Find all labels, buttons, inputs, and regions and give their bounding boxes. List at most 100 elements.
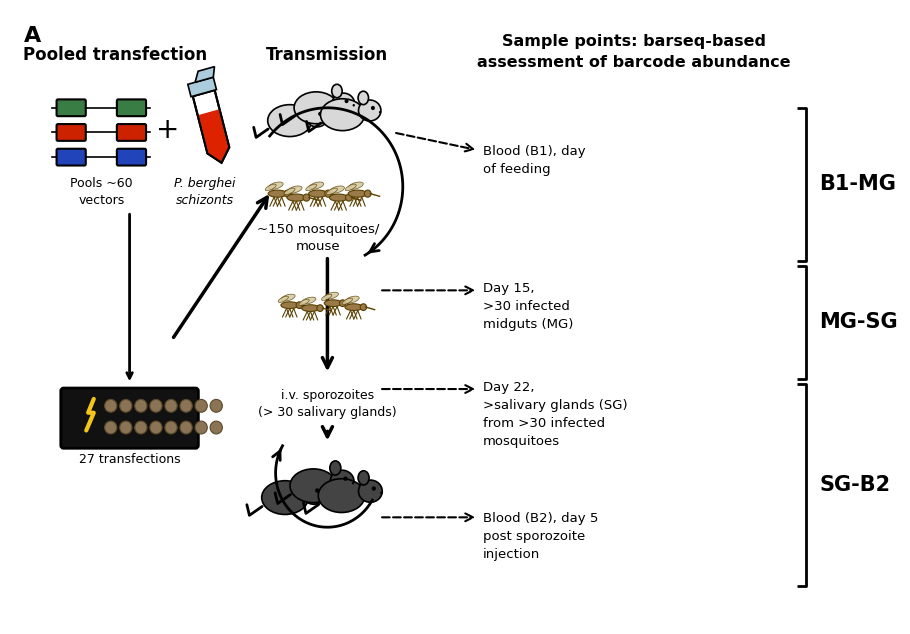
Circle shape bbox=[364, 190, 371, 197]
Circle shape bbox=[324, 494, 326, 496]
Circle shape bbox=[318, 112, 322, 116]
FancyBboxPatch shape bbox=[116, 124, 147, 141]
Circle shape bbox=[371, 106, 375, 110]
Ellipse shape bbox=[332, 84, 342, 98]
Text: i.v. sporozoites
(> 30 salivary glands): i.v. sporozoites (> 30 salivary glands) bbox=[258, 389, 397, 419]
Circle shape bbox=[343, 476, 348, 481]
Text: P. berghei
schizonts: P. berghei schizonts bbox=[174, 177, 236, 207]
Ellipse shape bbox=[306, 184, 317, 191]
FancyBboxPatch shape bbox=[116, 149, 147, 165]
Circle shape bbox=[303, 194, 310, 201]
Polygon shape bbox=[198, 110, 228, 162]
Text: Transmission: Transmission bbox=[267, 46, 389, 63]
FancyBboxPatch shape bbox=[116, 100, 147, 116]
Ellipse shape bbox=[302, 482, 326, 504]
Ellipse shape bbox=[284, 188, 295, 195]
Text: Pools ~60
vectors: Pools ~60 vectors bbox=[70, 177, 133, 207]
Ellipse shape bbox=[359, 100, 381, 121]
Ellipse shape bbox=[321, 294, 332, 301]
Circle shape bbox=[380, 491, 383, 495]
Circle shape bbox=[165, 399, 177, 412]
Circle shape bbox=[150, 421, 162, 434]
Text: 27 transfections: 27 transfections bbox=[79, 453, 180, 466]
Ellipse shape bbox=[288, 186, 302, 193]
Circle shape bbox=[352, 104, 355, 107]
Circle shape bbox=[210, 399, 222, 412]
Ellipse shape bbox=[262, 481, 308, 514]
Circle shape bbox=[296, 302, 302, 309]
Ellipse shape bbox=[268, 190, 287, 197]
FancyBboxPatch shape bbox=[61, 388, 198, 448]
FancyBboxPatch shape bbox=[56, 149, 86, 165]
Ellipse shape bbox=[294, 92, 339, 124]
Ellipse shape bbox=[349, 190, 367, 197]
Text: Day 22,
>salivary glands (SG)
from >30 infected
mosquitoes: Day 22, >salivary glands (SG) from >30 i… bbox=[483, 381, 628, 448]
Circle shape bbox=[120, 421, 132, 434]
Ellipse shape bbox=[301, 305, 319, 311]
Circle shape bbox=[105, 421, 116, 434]
Ellipse shape bbox=[268, 182, 283, 190]
Circle shape bbox=[180, 399, 192, 412]
FancyBboxPatch shape bbox=[56, 100, 86, 116]
Text: Blood (B1), day
of feeding: Blood (B1), day of feeding bbox=[483, 145, 585, 176]
Text: MG-SG: MG-SG bbox=[819, 313, 898, 332]
Ellipse shape bbox=[349, 182, 363, 190]
Text: +: + bbox=[156, 117, 179, 145]
Circle shape bbox=[120, 399, 132, 412]
Ellipse shape bbox=[308, 182, 324, 190]
Ellipse shape bbox=[324, 300, 342, 307]
Circle shape bbox=[195, 421, 207, 434]
Circle shape bbox=[165, 421, 177, 434]
Text: Blood (B2), day 5
post sporozoite
injection: Blood (B2), day 5 post sporozoite inject… bbox=[483, 512, 598, 561]
FancyBboxPatch shape bbox=[56, 124, 86, 141]
Text: A: A bbox=[24, 26, 41, 46]
Ellipse shape bbox=[329, 461, 341, 475]
Ellipse shape bbox=[318, 479, 365, 512]
Ellipse shape bbox=[306, 106, 329, 127]
Ellipse shape bbox=[332, 93, 355, 114]
Ellipse shape bbox=[342, 298, 352, 304]
Ellipse shape bbox=[345, 296, 359, 303]
Circle shape bbox=[379, 111, 381, 113]
Circle shape bbox=[346, 194, 352, 201]
Circle shape bbox=[325, 190, 331, 197]
Ellipse shape bbox=[345, 304, 362, 311]
Ellipse shape bbox=[268, 105, 312, 136]
Ellipse shape bbox=[327, 188, 338, 195]
Ellipse shape bbox=[301, 473, 312, 487]
Text: ~150 mosquitoes/
mouse: ~150 mosquitoes/ mouse bbox=[257, 223, 379, 253]
Ellipse shape bbox=[345, 184, 356, 191]
Circle shape bbox=[339, 300, 346, 307]
Circle shape bbox=[180, 421, 192, 434]
Ellipse shape bbox=[265, 184, 276, 191]
Circle shape bbox=[315, 488, 319, 493]
Text: B1-MG: B1-MG bbox=[819, 174, 896, 194]
Ellipse shape bbox=[329, 186, 345, 193]
Text: Sample points: barseq-based
assessment of barcode abundance: Sample points: barseq-based assessment o… bbox=[477, 34, 791, 70]
Circle shape bbox=[210, 421, 222, 434]
Ellipse shape bbox=[359, 91, 369, 105]
Ellipse shape bbox=[325, 292, 339, 299]
Circle shape bbox=[150, 399, 162, 412]
Circle shape bbox=[326, 117, 329, 119]
Ellipse shape bbox=[287, 194, 306, 201]
Ellipse shape bbox=[298, 299, 309, 306]
Polygon shape bbox=[195, 67, 215, 82]
Circle shape bbox=[105, 399, 116, 412]
Ellipse shape bbox=[308, 190, 328, 197]
Circle shape bbox=[135, 421, 147, 434]
Ellipse shape bbox=[330, 470, 354, 493]
Ellipse shape bbox=[306, 97, 316, 110]
Ellipse shape bbox=[281, 302, 298, 309]
Polygon shape bbox=[187, 77, 217, 97]
Ellipse shape bbox=[329, 194, 348, 201]
Ellipse shape bbox=[278, 296, 288, 302]
Circle shape bbox=[195, 399, 207, 412]
Circle shape bbox=[284, 190, 291, 197]
Circle shape bbox=[360, 304, 367, 311]
Ellipse shape bbox=[290, 469, 337, 503]
Circle shape bbox=[317, 305, 323, 311]
Text: SG-B2: SG-B2 bbox=[819, 476, 890, 495]
Circle shape bbox=[371, 486, 376, 491]
Circle shape bbox=[345, 99, 349, 103]
